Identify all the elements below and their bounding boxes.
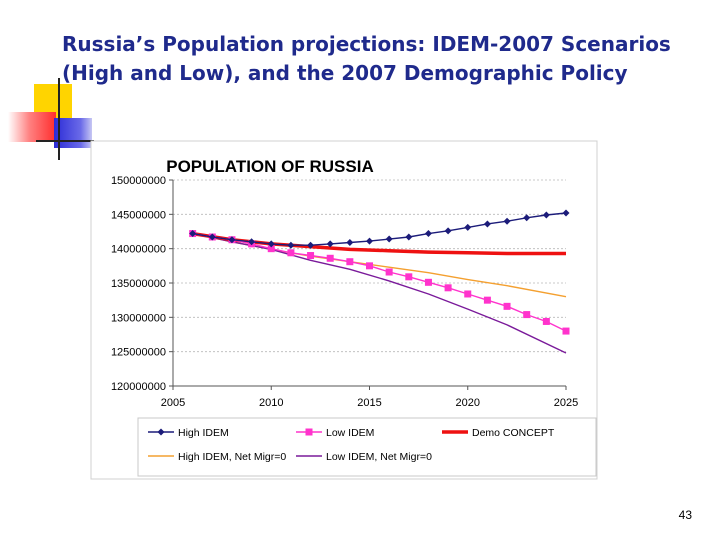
data-point <box>464 223 472 231</box>
legend-label: High IDEM, Net Migr=0 <box>178 451 286 463</box>
data-point <box>542 211 550 219</box>
decor-blue-square <box>54 118 92 148</box>
chart-legend: High IDEM Low IDEM Demo CONCEPT High IDEM, … <box>137 417 597 477</box>
slide-title-line-2: (High and Low), and the 2007 Demographic… <box>62 61 628 85</box>
chart-svg: POPULATION OF RUSSIA 1200000001250000001… <box>90 140 598 480</box>
population-chart: POPULATION OF RUSSIA 120000000 125000000 1… <box>90 140 598 480</box>
legend-item-high-idem: High IDEM <box>148 427 229 439</box>
data-point <box>346 258 354 266</box>
data-point <box>326 240 334 248</box>
data-point <box>464 290 472 298</box>
data-point <box>267 245 275 253</box>
legend-box <box>137 417 597 477</box>
y-tick-label: 150000000 <box>111 175 166 187</box>
data-point <box>523 214 531 222</box>
data-point <box>503 217 511 225</box>
legend-item-low-idem: Low IDEM <box>296 427 374 439</box>
data-point <box>326 254 334 262</box>
data-point <box>405 273 413 281</box>
y-tick-label: 145000000 <box>111 209 166 221</box>
series-high-idem <box>189 209 570 249</box>
data-point <box>385 235 393 243</box>
y-tick-label: 140000000 <box>111 244 166 256</box>
data-point <box>189 230 197 238</box>
legend-label: Demo CONCEPT <box>472 427 555 439</box>
data-point <box>444 284 452 292</box>
slide-title: Russia’s Population projections: IDEM-20… <box>62 30 718 88</box>
decor-red-gradient <box>8 112 56 142</box>
series-layer <box>189 209 570 354</box>
data-point <box>208 233 216 241</box>
data-point <box>562 209 570 217</box>
data-point <box>562 327 570 335</box>
legend-label: High IDEM <box>178 427 229 439</box>
data-point <box>287 249 295 257</box>
x-tick-label: 2015 <box>357 397 381 409</box>
decor-vertical-line <box>58 78 60 160</box>
legend-label: Low IDEM, Net Migr=0 <box>326 451 432 463</box>
x-tick-label: 2005 <box>161 397 185 409</box>
y-tick-label: 130000000 <box>111 312 166 324</box>
x-tick-label: 2025 <box>554 397 578 409</box>
chart-title: POPULATION OF RUSSIA <box>166 157 373 176</box>
y-tick-label: 135000000 <box>111 278 166 290</box>
data-point <box>385 268 393 276</box>
data-point <box>444 227 452 235</box>
x-tick-label: 2020 <box>456 397 480 409</box>
data-point <box>267 240 275 248</box>
x-tick-label: 2010 <box>259 397 283 409</box>
decor-horizontal-line <box>36 140 94 142</box>
legend-item-low-idem-net-migr-0: Low IDEM, Net Migr=0 <box>296 451 432 463</box>
data-point <box>503 302 511 310</box>
y-tick-label: 120000000 <box>111 381 166 393</box>
data-point <box>523 311 531 319</box>
legend-label: Low IDEM <box>326 427 374 439</box>
data-point <box>483 296 491 304</box>
data-point <box>424 230 432 238</box>
data-point <box>346 238 354 246</box>
data-point <box>366 262 373 270</box>
data-point <box>287 241 295 249</box>
slide-title-line-1: Russia’s Population projections: IDEM-20… <box>62 32 671 56</box>
data-point <box>307 241 315 249</box>
legend-marker <box>305 428 313 436</box>
page-number: 43 <box>678 508 692 522</box>
data-point <box>248 238 256 246</box>
data-point <box>366 237 373 245</box>
legend-item-high-idem-net-migr-0: High IDEM, Net Migr=0 <box>148 451 286 463</box>
data-point <box>307 252 315 260</box>
data-point <box>228 236 236 244</box>
data-point <box>405 233 413 241</box>
data-point <box>483 220 491 228</box>
legend-item-demo-concept: Demo CONCEPT <box>442 427 555 439</box>
axis-layer: 120000000 125000000 130000000 135000000 1400… <box>111 175 578 409</box>
data-point <box>542 317 550 325</box>
y-tick-label: 125000000 <box>111 347 166 359</box>
series-line-high-idem <box>192 212 567 246</box>
data-point <box>424 278 432 286</box>
legend-marker <box>157 428 165 436</box>
